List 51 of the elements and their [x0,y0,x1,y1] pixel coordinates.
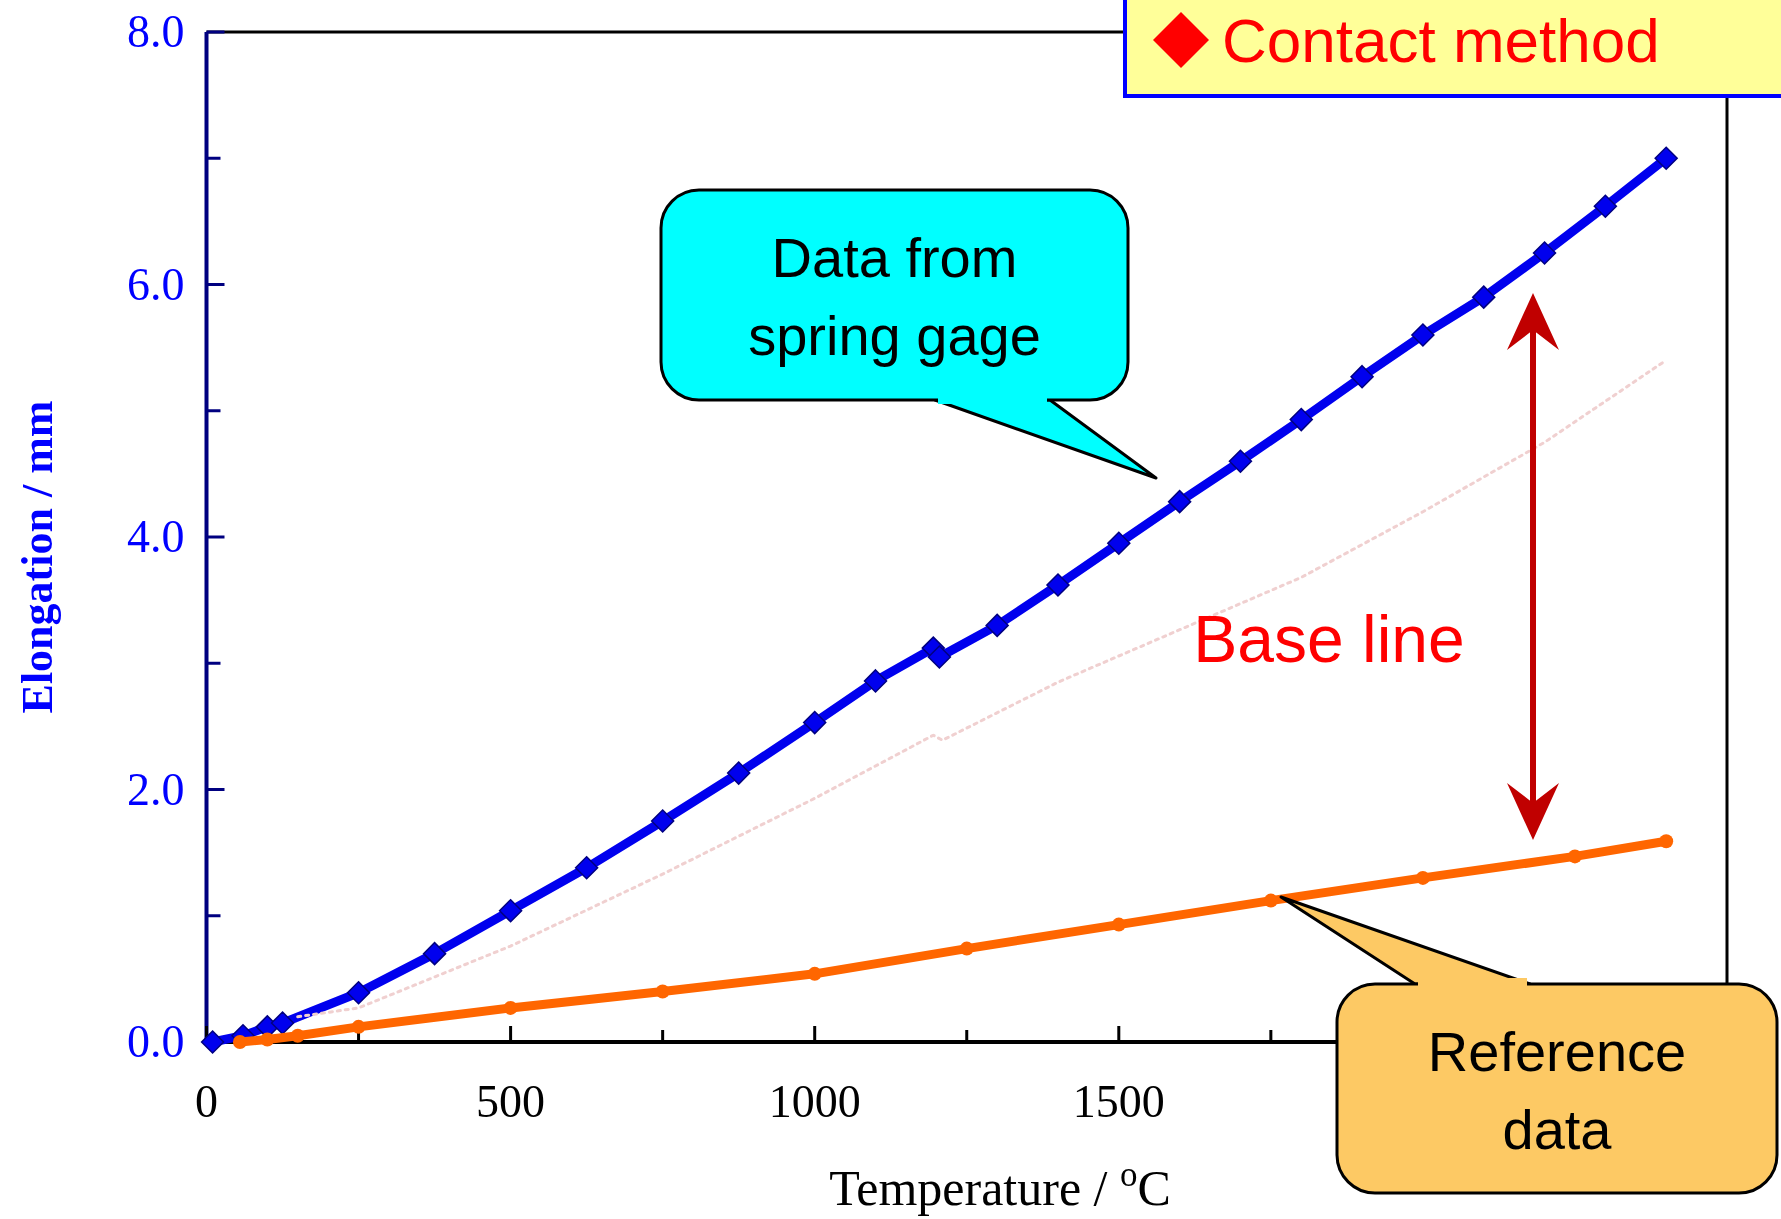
point [200,1030,225,1054]
point [270,1011,295,1035]
point [346,981,371,1005]
y-tick-label: 0.0 [127,1016,185,1067]
point [807,966,822,981]
label-box: Contact method [1123,0,1781,98]
point [1415,870,1430,885]
point [1567,849,1582,864]
point [959,941,974,956]
annotation: Data from spring gage [748,226,1041,367]
point [1593,194,1618,218]
y-tick-label: 2.0 [127,763,185,815]
point [1411,323,1435,347]
point [726,761,751,785]
point [1289,407,1314,432]
annotation: Reference data [1427,1019,1687,1161]
point [351,1019,366,1034]
point [650,809,675,833]
x-tick-label: 0 [195,1076,218,1127]
point [1228,449,1253,473]
point [1167,489,1192,514]
point [1046,573,1070,597]
point [503,1000,518,1015]
y-tick-label: 4.0 [127,511,185,562]
point [1654,146,1678,170]
y-axis-title: Elongation / mm [13,400,62,714]
point [1107,531,1131,556]
x-tick-label: 1500 [1072,1076,1165,1127]
y-tick-label: 6.0 [127,258,185,310]
chart-title: Contact method [1222,6,1660,75]
y-tick-label: 8.0 [127,6,185,57]
point [290,1028,305,1043]
x-axis-title: Temperature / $^{o}$C [829,1154,1171,1216]
x-tick-label: 1000 [768,1076,861,1127]
point [1350,364,1374,389]
point [802,710,827,735]
point [574,856,599,880]
point [927,645,952,669]
point [260,1032,275,1047]
point [422,941,447,966]
point [863,669,888,693]
point [1263,893,1278,908]
point [985,613,1009,638]
point [1111,917,1126,932]
annotation: Base line [1193,602,1465,676]
point [655,984,670,999]
point [1659,834,1674,849]
point [1471,285,1496,309]
x-tick-label: 500 [476,1076,546,1127]
point [1532,241,1557,265]
point [498,898,523,923]
